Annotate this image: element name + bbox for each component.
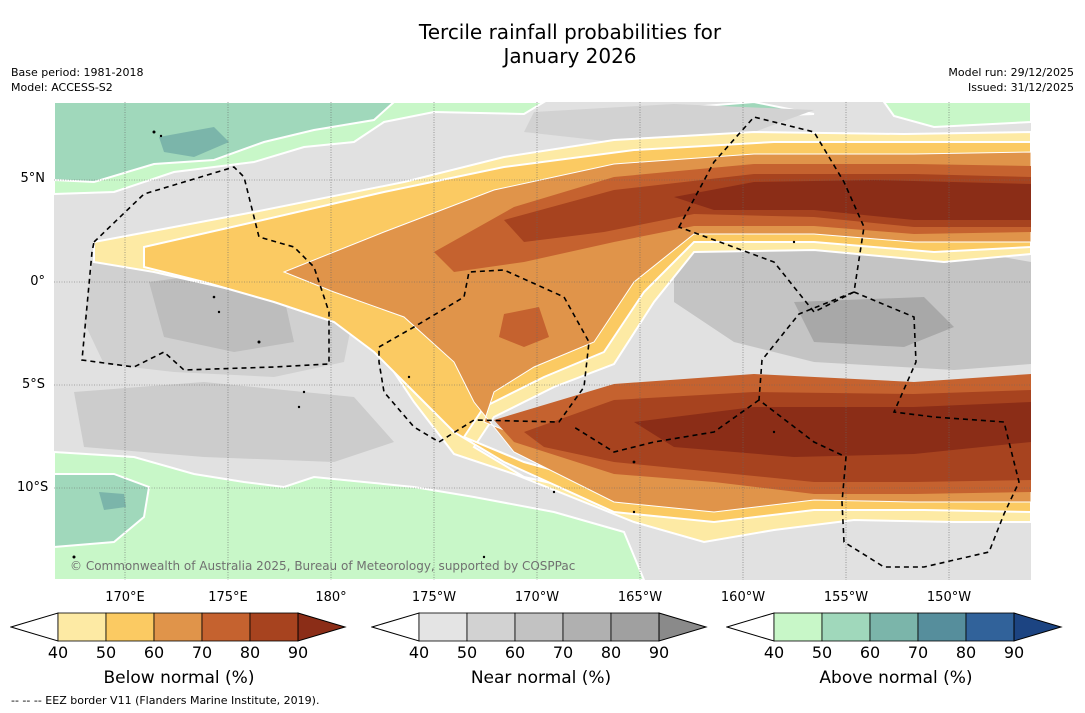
- lon-tick-170w: 170°W: [514, 590, 560, 605]
- colorbar-near-segment-4: [562, 612, 612, 642]
- colorbar-below-tick-80: 80: [239, 643, 261, 662]
- colorbar-above-extend-high: [1013, 612, 1063, 642]
- colorbar-near-normal: [371, 612, 708, 642]
- colorbar-above-label: Above normal (%): [819, 668, 973, 688]
- meta-left: Base period: 1981-2018 Model: ACCESS-S2: [11, 65, 143, 95]
- colorbar-near-tick-50: 50: [456, 643, 478, 662]
- colorbar-below-label: Below normal (%): [103, 668, 255, 688]
- above-normal-region-south: [54, 450, 646, 580]
- lat-tick-5s: 5°S: [21, 377, 45, 392]
- colorbar-below-extend-high: [297, 612, 347, 642]
- lon-tick-155w: 155°W: [823, 590, 869, 605]
- colorbar-above-segment-5: [965, 612, 1015, 642]
- colorbar-above-tick-50: 50: [811, 643, 833, 662]
- colorbar-near-segment-2: [466, 612, 516, 642]
- title-line-1: Tercile rainfall probabilities for: [418, 20, 722, 44]
- model-name: Model: ACCESS-S2: [11, 81, 113, 94]
- colorbar-below-segment-4: [201, 612, 251, 642]
- colorbar-near-tick-90: 90: [648, 643, 670, 662]
- lon-tick-175e: 175°E: [208, 590, 248, 605]
- colorbar-above-segment-4: [917, 612, 967, 642]
- colorbar-below-segment-1: [57, 612, 107, 642]
- colorbar-near-tick-60: 60: [504, 643, 526, 662]
- lon-tick-165w: 165°W: [617, 590, 663, 605]
- colorbar-above-segment-3: [869, 612, 919, 642]
- colorbar-near-extend-high: [658, 612, 708, 642]
- lon-tick-170e: 170°E: [105, 590, 145, 605]
- lon-tick-180: 180°: [315, 590, 347, 605]
- colorbar-below-tick-60: 60: [143, 643, 165, 662]
- lat-tick-5n: 5°N: [20, 171, 46, 186]
- colorbar-above-segment-1: [773, 612, 823, 642]
- colorbar-below-segment-3: [153, 612, 203, 642]
- lon-tick-175w: 175°W: [411, 590, 457, 605]
- eez-footnote: -- -- -- EEZ border V11 (Flanders Marine…: [11, 694, 320, 707]
- colorbar-near-extend-low: [371, 612, 420, 642]
- meta-right: Model run: 29/12/2025 Issued: 31/12/2025: [948, 65, 1074, 95]
- colorbar-above-tick-90: 90: [1003, 643, 1025, 662]
- near-normal-region-sw: [74, 382, 394, 462]
- rainfall-map: [54, 102, 1031, 580]
- lon-tick-160w: 160°W: [720, 590, 766, 605]
- colorbar-near-segment-1: [418, 612, 468, 642]
- colorbar-above-normal: [726, 612, 1063, 642]
- eez-border-phoenix: [378, 269, 590, 443]
- colorbar-near-tick-80: 80: [600, 643, 622, 662]
- islands: [72, 130, 796, 559]
- colorbar-below-tick-50: 50: [95, 643, 117, 662]
- model-run: Model run: 29/12/2025: [948, 66, 1074, 79]
- below-normal-region-90-south: [634, 402, 1031, 457]
- colorbar-below-tick-40: 40: [47, 643, 69, 662]
- above-normal-region-south-60: [99, 492, 126, 510]
- eez-border-south-link: [573, 399, 760, 453]
- title-line-2: January 2026: [503, 44, 637, 68]
- below-normal-region-70-centre: [499, 307, 549, 347]
- lat-tick-0: 0°: [30, 274, 45, 289]
- colorbar-near-segment-3: [514, 612, 564, 642]
- colorbar-below-segment-2: [105, 612, 155, 642]
- colorbar-below-normal: [10, 612, 347, 642]
- colorbar-above-tick-70: 70: [907, 643, 929, 662]
- colorbar-below-segment-5: [249, 612, 299, 642]
- colorbar-near-label: Near normal (%): [470, 668, 612, 688]
- colorbar-below-extend-low: [10, 612, 59, 642]
- colorbar-below-tick-70: 70: [191, 643, 213, 662]
- base-period: Base period: 1981-2018: [11, 66, 144, 79]
- colorbar-above-tick-40: 40: [763, 643, 785, 662]
- eez-borders: [81, 116, 1020, 568]
- colorbar-near-segment-5: [610, 612, 660, 642]
- map-gridlines: [54, 102, 1031, 580]
- colorbar-near-tick-40: 40: [408, 643, 430, 662]
- colorbar-above-extend-low: [726, 612, 775, 642]
- lat-tick-10s: 10°S: [17, 480, 49, 495]
- above-normal-region-north-60: [159, 127, 229, 157]
- map-title: Tercile rainfall probabilities for Janua…: [0, 20, 1085, 68]
- colorbar-above-tick-60: 60: [859, 643, 881, 662]
- colorbar-above-tick-80: 80: [955, 643, 977, 662]
- lon-tick-150w: 150°W: [926, 590, 972, 605]
- colorbar-above-segment-2: [821, 612, 871, 642]
- eez-border-line-islands-north: [677, 116, 865, 314]
- above-normal-region-ne2: [882, 102, 1031, 129]
- colorbar-near-tick-70: 70: [552, 643, 574, 662]
- issued-date: Issued: 31/12/2025: [967, 81, 1074, 94]
- map-credit: © Commonwealth of Australia 2025, Bureau…: [70, 559, 576, 573]
- colorbar-below-tick-90: 90: [287, 643, 309, 662]
